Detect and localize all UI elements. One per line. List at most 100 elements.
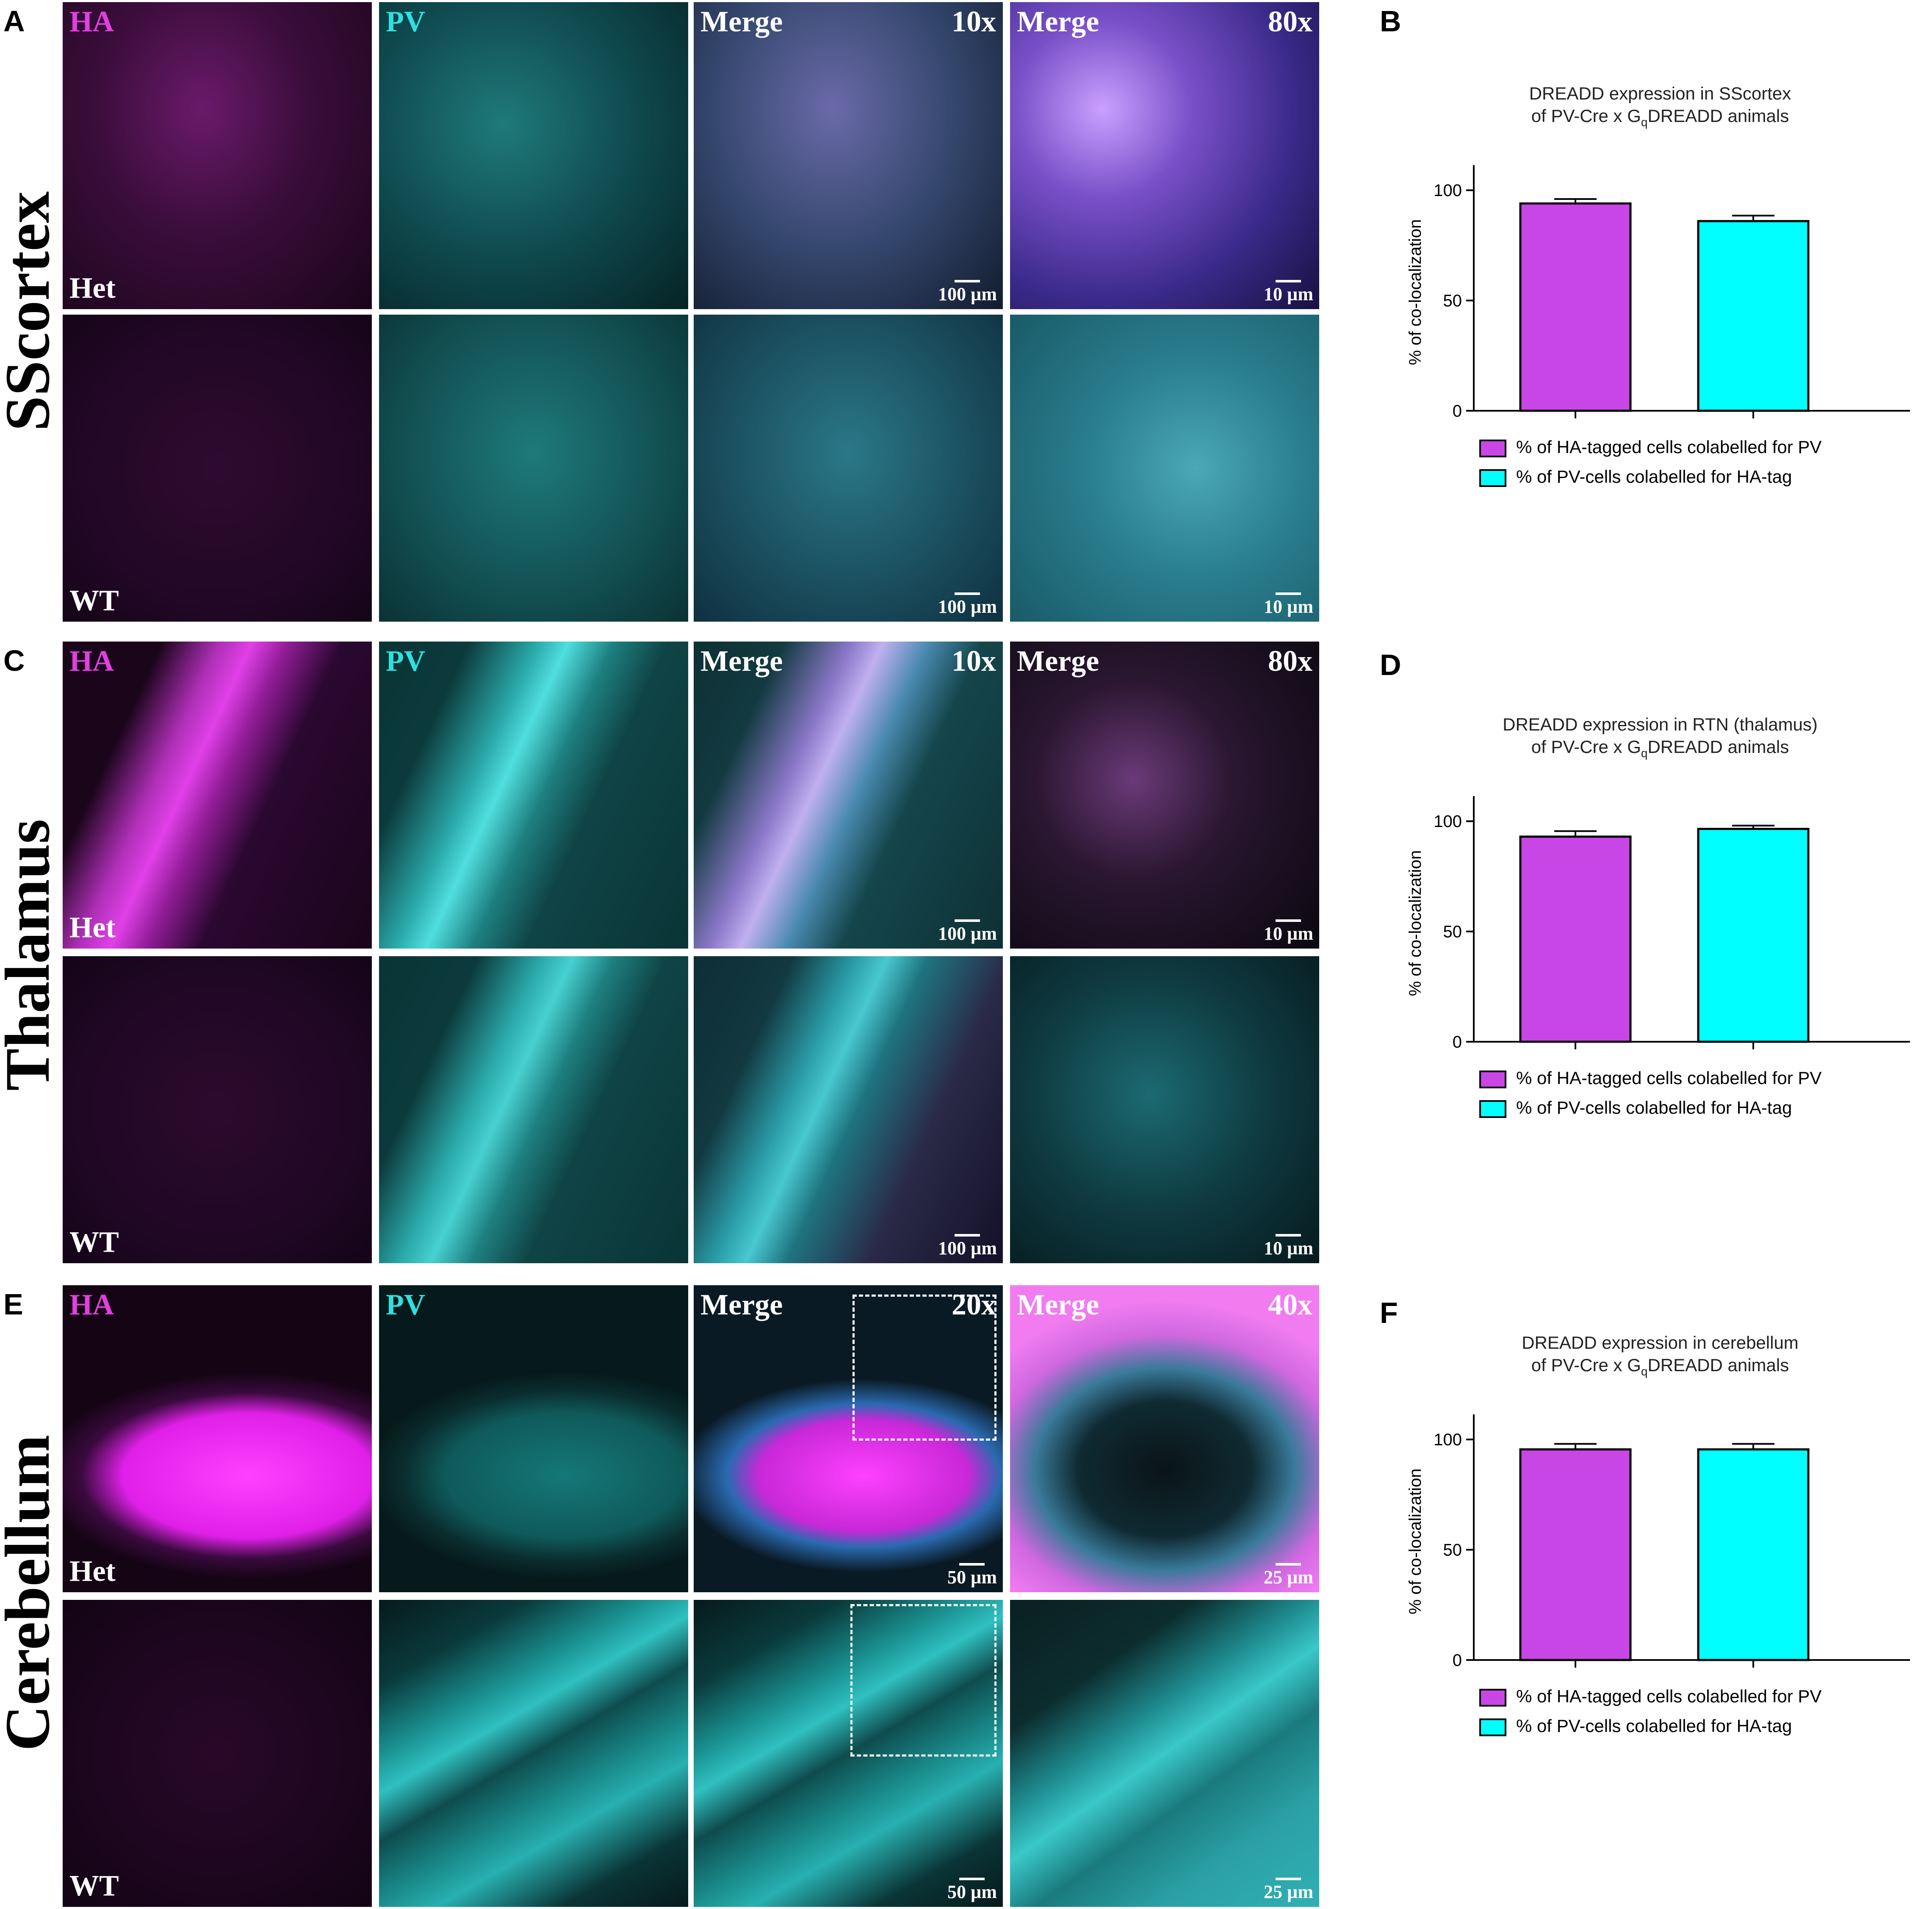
bar-pv-cells bbox=[1697, 1448, 1810, 1661]
y-tick-label: 50 bbox=[1443, 1541, 1462, 1560]
micrograph-cerebellum-het-ha: HA Het bbox=[63, 1285, 372, 1592]
micrograph-cerebellum-wt-merge: 50 µm bbox=[694, 1600, 1003, 1907]
region-label-thalamus: Thalamus bbox=[0, 819, 63, 1091]
legend-label: % of HA-tagged cells colabelled for PV bbox=[1516, 437, 1821, 457]
bar-pv-cells bbox=[1697, 220, 1810, 412]
label-het: Het bbox=[69, 1555, 116, 1588]
label-wt: WT bbox=[69, 1226, 119, 1259]
label-het: Het bbox=[69, 272, 116, 304]
label-merge: Merge bbox=[1017, 6, 1099, 38]
y-axis-label: % of co-localization bbox=[1406, 850, 1425, 996]
label-pv: PV bbox=[386, 1289, 426, 1321]
micrograph-cerebellum-wt-pv bbox=[379, 1600, 688, 1907]
label-ha: HA bbox=[69, 1289, 114, 1321]
zoom-region-box bbox=[853, 1295, 996, 1441]
legend-label: % of HA-tagged cells colabelled for PV bbox=[1516, 1068, 1821, 1088]
bar-chart-d: DREADD expression in RTN (thalamus) of PV… bbox=[1389, 707, 1931, 1194]
zoom-region-box bbox=[850, 1604, 996, 1757]
legend-swatch bbox=[1479, 440, 1506, 457]
micrograph-sscortex-het-merge: Merge 10x 100 µm bbox=[694, 2, 1003, 309]
label-ha: HA bbox=[69, 6, 114, 38]
micrograph-cerebellum-het-merge: Merge 20x 50 µm bbox=[694, 1285, 1003, 1592]
scale-bar: 25 µm bbox=[1264, 1563, 1313, 1588]
micrograph-sscortex-wt-ha: WT bbox=[63, 315, 372, 622]
label-magnification: 10x bbox=[952, 6, 996, 38]
micrograph-thalamus-wt-pv bbox=[379, 956, 688, 1263]
panel-letter-d: D bbox=[1380, 648, 1401, 681]
label-magnification: 80x bbox=[1268, 6, 1312, 38]
micrograph-sscortex-wt-merge-zoom: 10 µm bbox=[1010, 315, 1319, 622]
scale-bar: 100 µm bbox=[938, 280, 997, 305]
bar-ha-tagged bbox=[1519, 1448, 1632, 1661]
label-merge: Merge bbox=[1017, 1289, 1099, 1321]
legend-label: % of PV-cells colabelled for HA-tag bbox=[1516, 1098, 1792, 1118]
chart-subtitle: of PV-Cre x GqDREADD animals bbox=[1531, 106, 1789, 129]
legend-swatch bbox=[1479, 1100, 1506, 1118]
scale-bar: 10 µm bbox=[1264, 280, 1313, 305]
chart-title: DREADD expression in RTN (thalamus) bbox=[1503, 714, 1818, 734]
y-axis-label: % of co-localization bbox=[1406, 219, 1425, 365]
micrograph-thalamus-het-ha: HA Het bbox=[63, 642, 372, 949]
y-tick-label: 50 bbox=[1443, 292, 1462, 310]
panel-letter-e: E bbox=[3, 1288, 23, 1321]
micrograph-sscortex-het-ha: HA Het bbox=[63, 2, 372, 309]
label-magnification: 80x bbox=[1268, 645, 1312, 678]
micrograph-sscortex-wt-pv bbox=[379, 315, 688, 622]
chart-subtitle: of PV-Cre x GqDREADD animals bbox=[1531, 1355, 1789, 1378]
scale-bar: 100 µm bbox=[938, 919, 997, 944]
bar-ha-tagged bbox=[1519, 836, 1632, 1043]
scale-bar: 50 µm bbox=[947, 1563, 997, 1588]
bar-pv-cells bbox=[1697, 827, 1810, 1043]
y-tick-label: 100 bbox=[1434, 1430, 1462, 1449]
label-ha: HA bbox=[69, 645, 114, 678]
y-tick-label: 50 bbox=[1443, 923, 1462, 941]
micrograph-cerebellum-het-merge-zoom: Merge 40x 25 µm bbox=[1010, 1285, 1319, 1592]
micrograph-sscortex-wt-merge: 100 µm bbox=[694, 315, 1003, 622]
y-tick-label: 0 bbox=[1453, 402, 1462, 421]
scale-bar: 50 µm bbox=[947, 1878, 997, 1903]
panel-letter-c: C bbox=[3, 644, 25, 677]
label-wt: WT bbox=[69, 1870, 119, 1902]
chart-svg: DREADD expression in RTN (thalamus) of PV… bbox=[1406, 714, 1910, 1118]
label-merge: Merge bbox=[700, 1289, 783, 1321]
label-pv: PV bbox=[386, 645, 426, 678]
scale-bar: 100 µm bbox=[938, 1234, 997, 1259]
panel-letter-a: A bbox=[3, 5, 25, 38]
panel-letter-b: B bbox=[1380, 5, 1401, 38]
legend-swatch bbox=[1479, 1071, 1506, 1088]
micrograph-cerebellum-het-pv: PV bbox=[379, 1285, 688, 1592]
legend-label: % of PV-cells colabelled for HA-tag bbox=[1516, 1716, 1792, 1736]
label-wt: WT bbox=[69, 584, 119, 617]
micrograph-thalamus-het-merge: Merge 10x 100 µm bbox=[694, 642, 1003, 949]
label-merge: Merge bbox=[700, 645, 783, 678]
y-tick-label: 100 bbox=[1434, 181, 1462, 200]
micrograph-cerebellum-wt-ha: WT bbox=[63, 1600, 372, 1907]
label-pv: PV bbox=[386, 6, 426, 38]
label-magnification: 10x bbox=[952, 645, 996, 678]
region-label-sscortex: SScortex bbox=[0, 191, 63, 432]
region-label-cerebellum: Cerebellum bbox=[0, 1434, 63, 1751]
label-merge: Merge bbox=[1017, 645, 1099, 678]
scale-bar: 100 µm bbox=[938, 592, 997, 617]
bar-chart-f: DREADD expression in cerebellum of PV-Cre… bbox=[1389, 1325, 1931, 1812]
micrograph-sscortex-het-pv: PV bbox=[379, 2, 688, 309]
y-tick-label: 0 bbox=[1453, 1033, 1462, 1051]
micrograph-thalamus-het-merge-zoom: Merge 80x 10 µm bbox=[1010, 642, 1319, 949]
legend-label: % of HA-tagged cells colabelled for PV bbox=[1516, 1686, 1821, 1706]
bar-ha-tagged bbox=[1519, 202, 1632, 412]
y-tick-label: 0 bbox=[1453, 1651, 1462, 1670]
chart-title: DREADD expression in cerebellum bbox=[1522, 1333, 1799, 1353]
y-axis-label: % of co-localization bbox=[1406, 1469, 1425, 1615]
y-tick-label: 100 bbox=[1434, 812, 1462, 831]
micrograph-thalamus-het-pv: PV bbox=[379, 642, 688, 949]
scale-bar: 10 µm bbox=[1264, 919, 1313, 944]
chart-subtitle: of PV-Cre x GqDREADD animals bbox=[1531, 737, 1789, 760]
chart-title: DREADD expression in SScortex bbox=[1529, 83, 1791, 103]
legend-swatch bbox=[1479, 1718, 1506, 1736]
scale-bar: 10 µm bbox=[1264, 1234, 1313, 1259]
legend-swatch bbox=[1479, 1689, 1506, 1707]
legend-swatch bbox=[1479, 469, 1506, 487]
micrograph-thalamus-wt-ha: WT bbox=[63, 956, 372, 1263]
scale-bar: 25 µm bbox=[1264, 1878, 1313, 1903]
